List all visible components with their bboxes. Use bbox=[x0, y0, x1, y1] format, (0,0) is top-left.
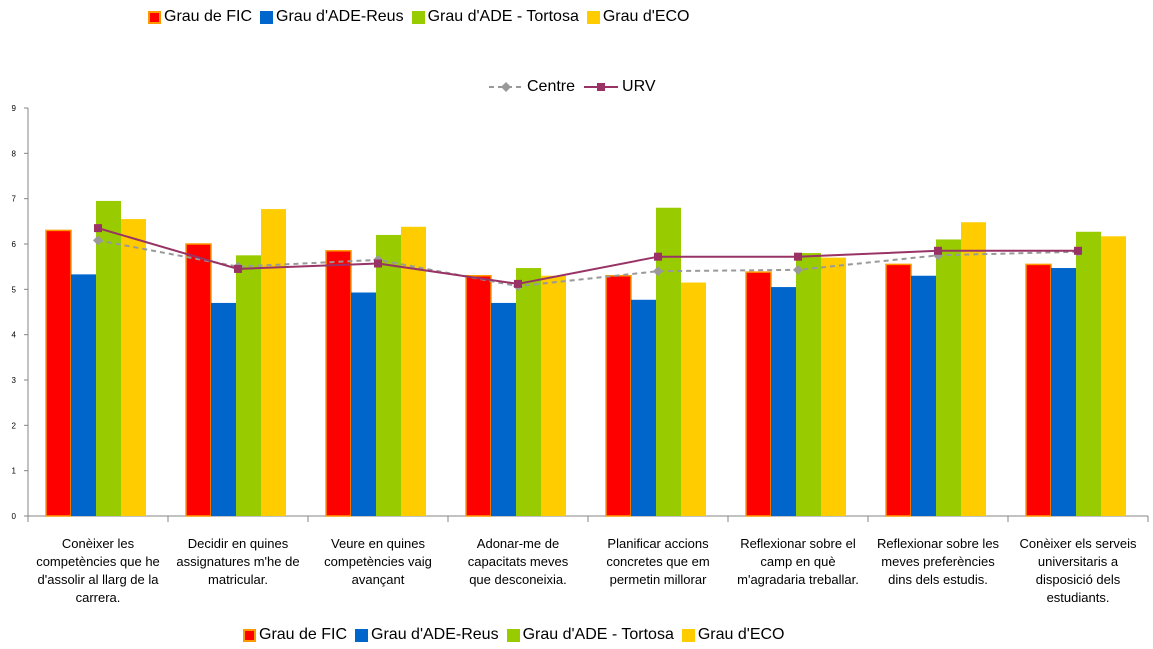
bar bbox=[605, 274, 632, 517]
legend-label: Grau de FIC bbox=[259, 626, 348, 643]
legend-item: Grau d'ADE - Tortosa bbox=[411, 8, 579, 26]
y-tick-label: 9 bbox=[12, 104, 17, 113]
legend-label: Grau d'ECO bbox=[602, 8, 690, 25]
bar bbox=[1076, 231, 1101, 516]
legend-swatch bbox=[148, 10, 161, 24]
bar bbox=[121, 219, 146, 517]
marker bbox=[1074, 246, 1082, 255]
y-tick-label: 3 bbox=[12, 376, 17, 385]
y-tick-label: 1 bbox=[12, 467, 17, 476]
legend-item: Grau de FIC bbox=[243, 626, 347, 644]
x-tick-label: Reflexionar sobre les meves preferències… bbox=[876, 536, 1000, 587]
y-tick-label: 2 bbox=[12, 421, 17, 430]
legend-marker bbox=[501, 82, 511, 92]
bar bbox=[961, 222, 986, 517]
legend-swatch bbox=[411, 10, 425, 24]
marker bbox=[374, 259, 382, 268]
bar bbox=[491, 302, 516, 516]
x-tick-label: Conèixer els serveis universitaris a dis… bbox=[1019, 536, 1137, 605]
legend-swatch bbox=[355, 628, 369, 642]
legend-item: Grau d'ECO bbox=[681, 626, 785, 644]
legend-item: Grau d'ADE-Reus bbox=[355, 626, 499, 644]
bar bbox=[236, 255, 261, 517]
legend-label: Centre bbox=[527, 78, 576, 95]
y-tick-label: 6 bbox=[12, 240, 17, 249]
marker bbox=[514, 279, 522, 288]
legend-label: Grau d'ADE-Reus bbox=[276, 8, 404, 25]
x-tick-label: Adonar-me de capacitats meves que descon… bbox=[467, 536, 569, 587]
marker bbox=[794, 252, 802, 261]
marker bbox=[793, 264, 803, 275]
legend-swatch bbox=[681, 628, 695, 642]
legend-label: Grau d'ADE-Reus bbox=[371, 626, 499, 643]
bar bbox=[796, 253, 821, 517]
x-tick-label: Planificar accions concretes que em perm… bbox=[606, 536, 710, 587]
legend-label: Grau d'ADE - Tortosa bbox=[427, 8, 579, 25]
bar bbox=[376, 234, 401, 516]
legend-item: Centre bbox=[488, 78, 575, 96]
bar bbox=[261, 209, 286, 517]
legend-item: Grau d'ADE - Tortosa bbox=[506, 626, 674, 644]
y-tick-label: 5 bbox=[12, 285, 17, 294]
bar bbox=[96, 200, 121, 516]
legend-swatch bbox=[586, 10, 600, 24]
bar bbox=[351, 292, 376, 516]
y-tick-label: 0 bbox=[12, 512, 17, 521]
bar bbox=[541, 275, 566, 516]
y-tick-label: 4 bbox=[12, 331, 17, 340]
legend-swatch bbox=[489, 82, 523, 92]
marker bbox=[934, 246, 942, 255]
bar bbox=[936, 239, 961, 516]
legend-item: URV bbox=[583, 78, 656, 96]
bar bbox=[516, 268, 541, 516]
legend-swatch bbox=[506, 628, 520, 642]
x-tick-label: Veure en quines competències vaig avança… bbox=[324, 536, 432, 587]
y-tick-label: 8 bbox=[12, 149, 17, 158]
legend: Grau de FIC Grau d'ADE-Reus Grau d'ADE - T… bbox=[243, 626, 784, 644]
legend-swatch bbox=[260, 10, 274, 24]
x-tick-label: Decidir en quines assignatures m'he de m… bbox=[176, 536, 300, 587]
bar bbox=[401, 226, 426, 517]
bar bbox=[211, 302, 236, 516]
x-tick-label: Reflexionar sobre el camp en què m'agrad… bbox=[737, 536, 859, 587]
legend-swatch bbox=[584, 83, 619, 91]
legend: Centre URV bbox=[488, 78, 656, 96]
legend-label: Grau de FIC bbox=[164, 8, 253, 25]
bar bbox=[71, 274, 96, 516]
marker bbox=[654, 252, 662, 261]
bar bbox=[1025, 263, 1052, 517]
legend-swatch bbox=[243, 628, 256, 642]
bar bbox=[1051, 268, 1076, 516]
legend-label: URV bbox=[622, 78, 656, 95]
y-tick-label: 7 bbox=[12, 195, 17, 204]
x-tick-label: Conèixer les competències que he d'assol… bbox=[36, 536, 160, 605]
bar bbox=[185, 243, 212, 517]
line bbox=[97, 239, 1079, 288]
legend-item: Grau d'ADE-Reus bbox=[260, 8, 404, 26]
legend-label: Grau d'ECO bbox=[697, 626, 785, 643]
legend: Grau de FIC Grau d'ADE-Reus Grau d'ADE - T… bbox=[148, 8, 689, 26]
bar bbox=[911, 275, 936, 516]
bar bbox=[821, 257, 846, 516]
marker bbox=[93, 235, 103, 246]
bar bbox=[45, 229, 72, 517]
legend-item: Grau d'ECO bbox=[586, 8, 690, 26]
bar bbox=[465, 274, 492, 517]
bar bbox=[631, 299, 656, 516]
legend-label: Grau d'ADE - Tortosa bbox=[522, 626, 674, 643]
marker bbox=[234, 264, 242, 273]
bar bbox=[1101, 236, 1126, 516]
marker bbox=[94, 224, 102, 233]
marker bbox=[653, 266, 663, 277]
bar bbox=[745, 271, 772, 517]
bar bbox=[681, 282, 706, 516]
legend-item: Grau de FIC bbox=[148, 8, 252, 26]
legend-marker bbox=[597, 83, 606, 91]
bar bbox=[885, 263, 912, 517]
line bbox=[97, 227, 1078, 285]
bar bbox=[325, 250, 352, 517]
bar bbox=[771, 287, 796, 516]
